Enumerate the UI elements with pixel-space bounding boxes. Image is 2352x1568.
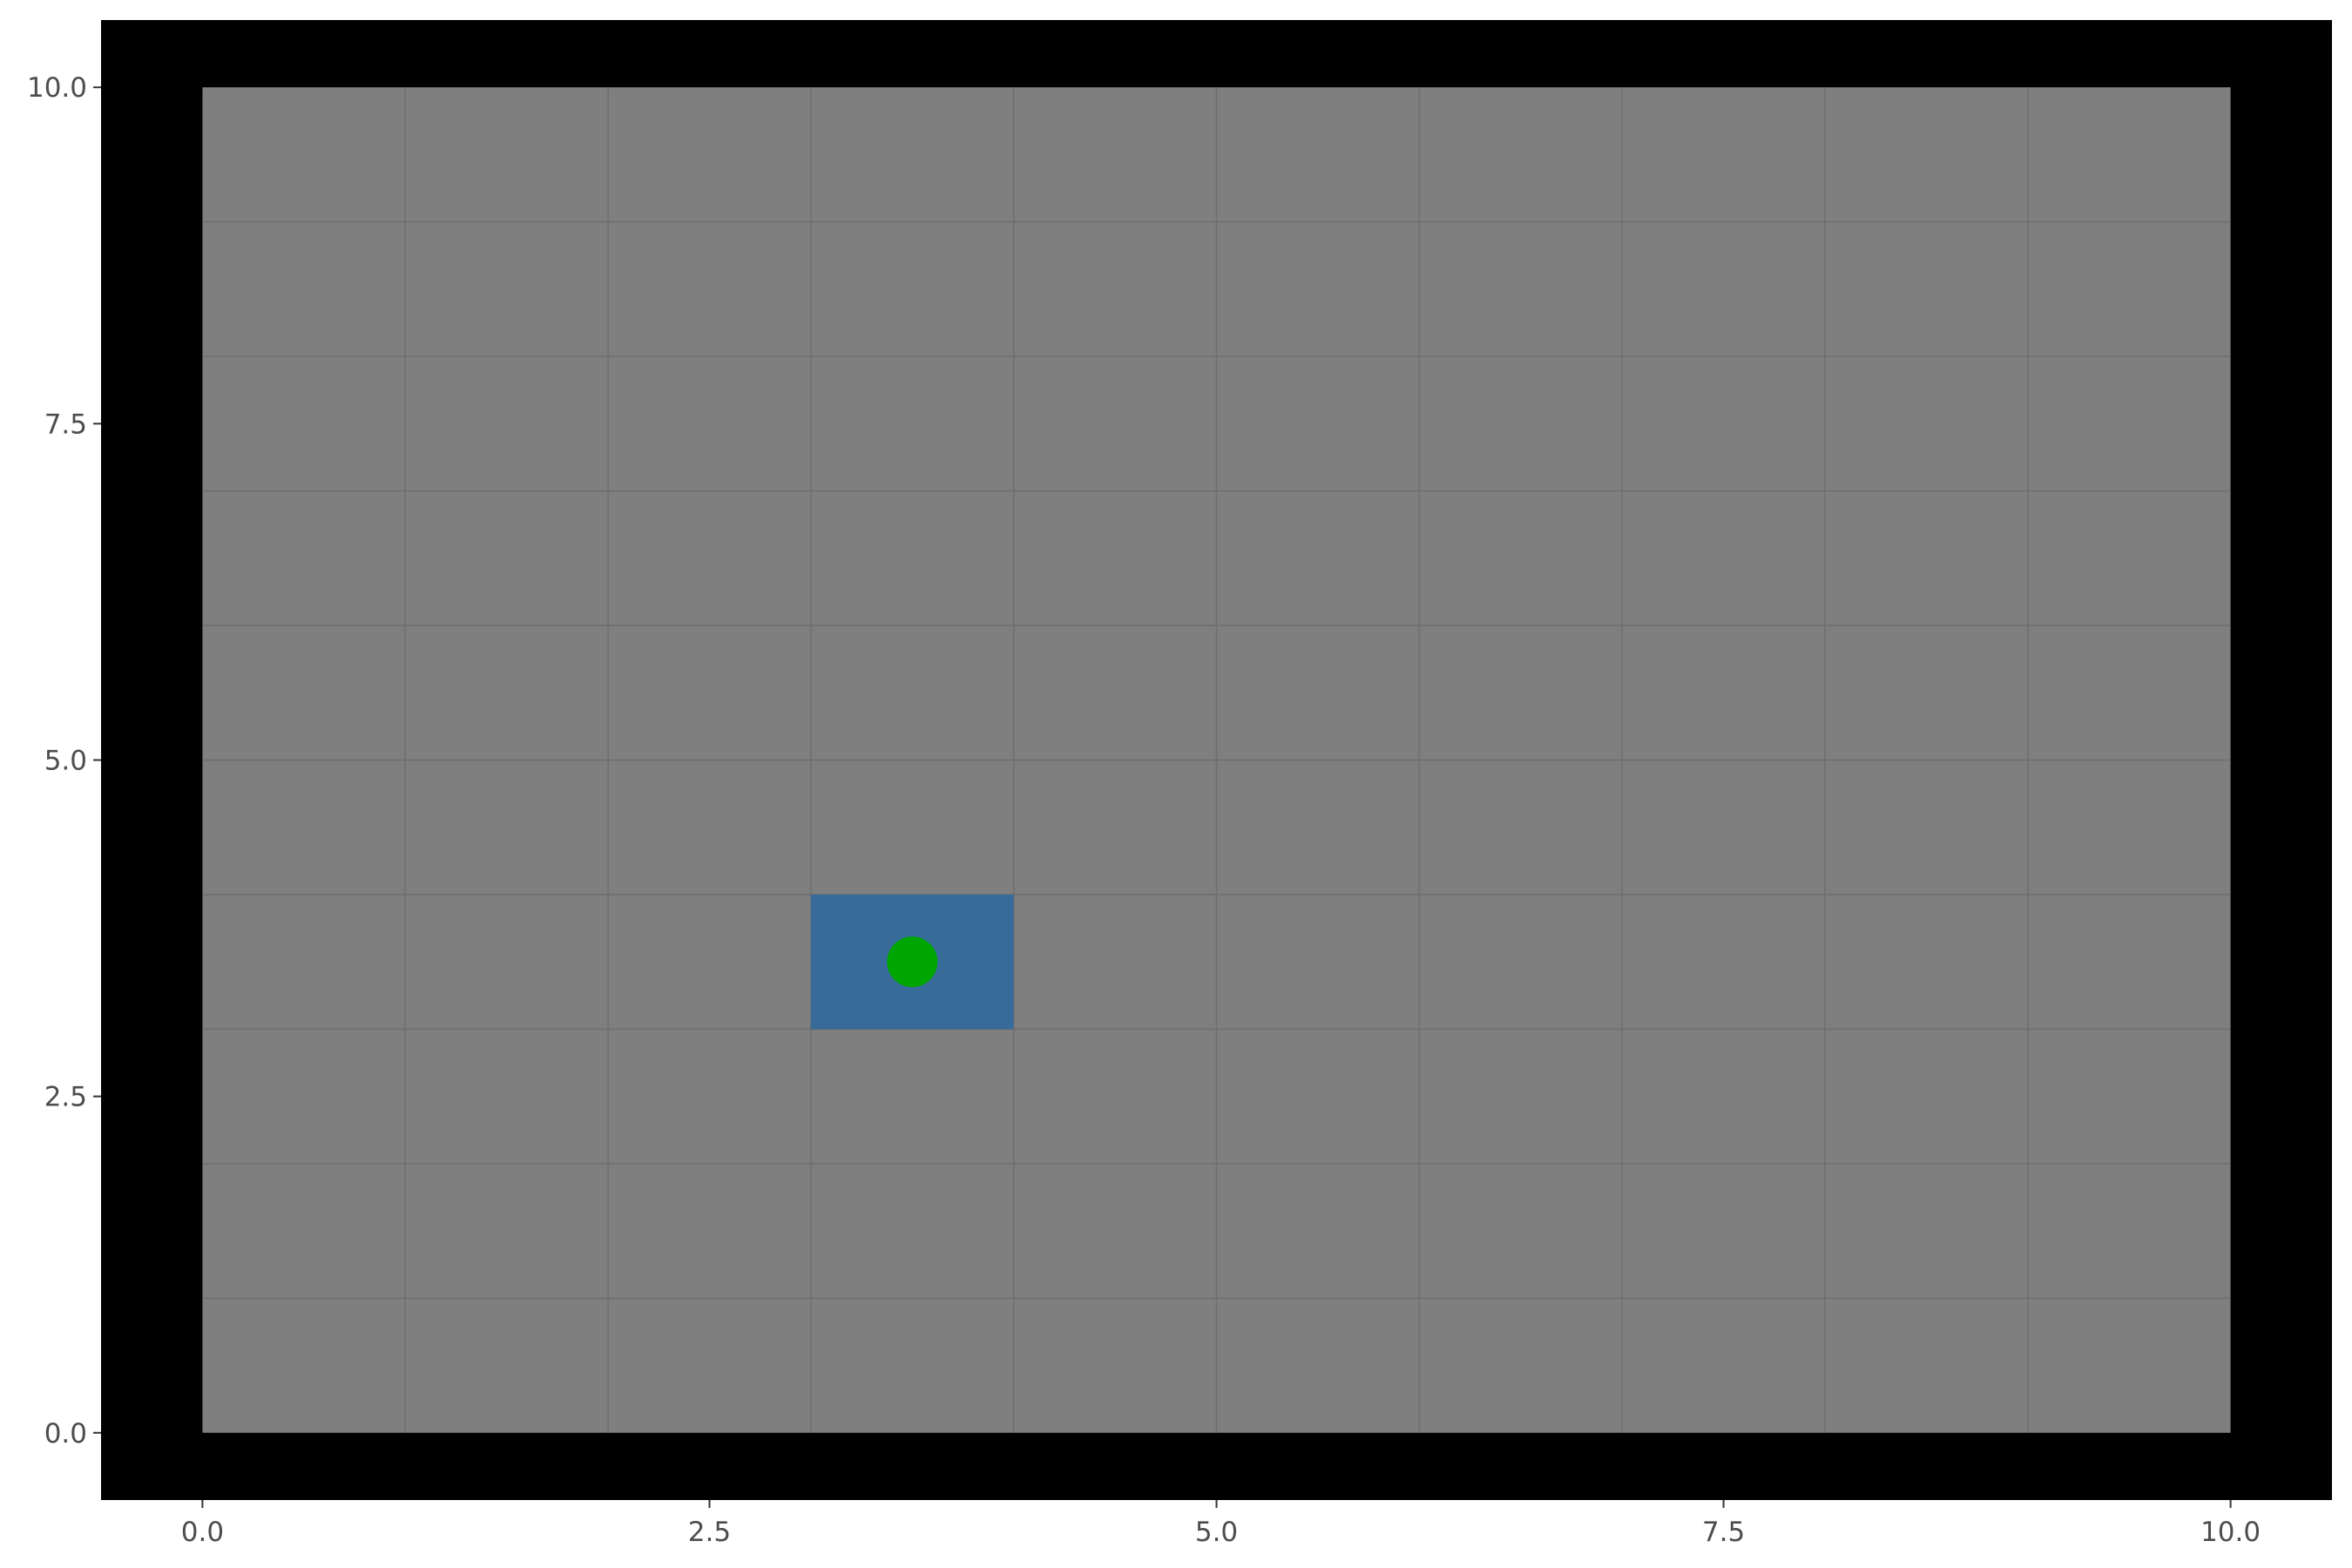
y-tick-label: 7.5 bbox=[44, 409, 87, 440]
y-tick-label: 0.0 bbox=[44, 1418, 87, 1450]
agent-marker bbox=[887, 936, 938, 988]
x-tick-label: 0.0 bbox=[181, 1517, 224, 1548]
y-axis: 0.0 2.5 5.0 7.5 10.0 bbox=[27, 72, 101, 1450]
x-tick-label: 10.0 bbox=[2200, 1517, 2261, 1548]
grid-lines bbox=[202, 87, 2231, 1433]
x-tick-label: 5.0 bbox=[1195, 1517, 1238, 1548]
y-tick-label: 5.0 bbox=[44, 746, 87, 777]
y-tick-label: 2.5 bbox=[44, 1082, 87, 1113]
x-axis: 0.0 2.5 5.0 7.5 10.0 bbox=[181, 1500, 2261, 1548]
x-tick-label: 7.5 bbox=[1702, 1517, 1745, 1548]
x-tick-label: 2.5 bbox=[688, 1517, 731, 1548]
y-tick-label: 10.0 bbox=[27, 72, 87, 104]
